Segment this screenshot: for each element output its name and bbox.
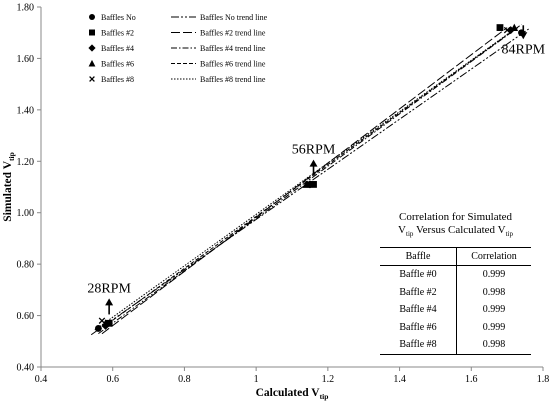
- cell-correlation: 0.999: [482, 304, 506, 316]
- y-tick-label: 1.00: [17, 208, 35, 219]
- legend-marker-x-stroke-b: [89, 76, 95, 82]
- cell-baffle: Baffle #2: [380, 283, 457, 302]
- plot-area: 0.4 0.6 0.8 1 1.2 1.4 1.6 1.8 0.40 0.60 0.80 1.00 1…: [17, 3, 550, 386]
- cell-baffle: Baffle #8: [380, 336, 457, 355]
- legend-marker-square: [89, 29, 95, 36]
- correlation-title-line1: Correlation for Simulated: [398, 211, 513, 223]
- y-tick-label: 0.80: [17, 260, 35, 271]
- correlation-table-panel: Correlation for Simulated Vtip Versus Ca…: [380, 211, 531, 355]
- data-points: [94, 23, 525, 332]
- legend-marker-x: [89, 76, 95, 82]
- down-arrow-head: [519, 32, 528, 40]
- legend: Baffles No Baffles No trend line Baffles #…: [88, 13, 268, 84]
- table-row: Baffle #2 0.998: [380, 283, 531, 302]
- x-tick-label: 1.8: [537, 374, 550, 385]
- header-baffle: Baffle: [380, 247, 457, 267]
- x-tick-label: 1.2: [322, 374, 335, 385]
- x-tick-label: 0.8: [178, 374, 191, 385]
- legend-marker-circle: [89, 14, 95, 20]
- table-row: Baffle #6 0.999: [380, 318, 531, 337]
- table-row: Baffle #4 0.999: [380, 301, 531, 319]
- legend-label: Baffles #8: [101, 75, 134, 84]
- data-point-x-stroke-b: [503, 26, 511, 34]
- up-arrow-head: [105, 298, 114, 306]
- legend-label: Baffles #6: [101, 60, 134, 69]
- cell-correlation: 0.999: [482, 269, 506, 281]
- header-correlation: Correlation: [456, 247, 531, 267]
- x-axis-title: Calculated Vtip: [256, 387, 329, 401]
- legend-trend-label: Baffles #6 trend line: [200, 60, 266, 69]
- cell-correlation: 0.999: [482, 321, 506, 333]
- data-point-x: [503, 26, 511, 34]
- data-point-x: [98, 317, 106, 324]
- legend-label: Baffles #2: [101, 29, 134, 38]
- cell-correlation: 0.998: [456, 336, 531, 355]
- rpm-label: 28RPM: [87, 281, 131, 296]
- x-tick-label: 1: [254, 374, 259, 385]
- rpm-label: 84RPM: [501, 42, 545, 57]
- data-point-x: [306, 181, 314, 188]
- correlation-title-sub2: tip: [505, 230, 513, 239]
- y-tick-label: 1.40: [17, 105, 35, 116]
- x-tick-label: 0.4: [35, 374, 48, 385]
- data-point-x-stroke-b: [306, 181, 314, 188]
- legend-trend-label: Baffles No trend line: [200, 13, 268, 22]
- data-point-square: [105, 319, 113, 327]
- trend-line: [98, 24, 522, 332]
- correlation-title-sub1: tip: [406, 230, 414, 239]
- correlation-header-row: Baffle Correlation: [380, 247, 531, 267]
- cell-baffle: Baffle #4: [380, 301, 457, 319]
- data-point-triangle: [101, 319, 110, 327]
- x-tick-label: 1.6: [465, 374, 478, 385]
- legend-marker-triangle: [88, 59, 96, 67]
- y-tick-label: 1.60: [17, 54, 35, 65]
- correlation-table: Baffle Correlation Baffle #0 0.999 Baffle…: [380, 247, 531, 355]
- up-arrow-head: [309, 159, 318, 167]
- y-tick-label: 1.20: [17, 157, 35, 168]
- data-point-x-stroke-b: [98, 317, 106, 324]
- rpm-label: 56RPM: [292, 143, 336, 158]
- x-ticks: 0.4 0.6 0.8 1 1.2 1.4 1.6 1.8: [35, 367, 550, 385]
- correlation-title-v1: V: [398, 224, 406, 236]
- cell-baffle: Baffle #0: [380, 265, 457, 284]
- table-row: Baffle #0 0.999: [380, 265, 531, 284]
- y-ticks: 0.40 0.60 0.80 1.00 1.20 1.40 1.60 1.80: [17, 3, 41, 374]
- legend-marker-diamond: [88, 44, 96, 52]
- data-point-circle: [94, 325, 102, 332]
- y-tick-label: 1.80: [17, 3, 35, 14]
- x-tick-label: 1.4: [393, 374, 406, 385]
- y-tick-label: 0.40: [17, 363, 35, 374]
- legend-trend-label: Baffles #8 trend line: [200, 75, 266, 84]
- legend-label: Baffles #4: [101, 44, 134, 53]
- legend-trend-label: Baffles #2 trend line: [200, 29, 266, 38]
- trend-line: [94, 28, 515, 331]
- data-point-triangle: [510, 23, 519, 31]
- table-row: Baffle #8 0.998: [380, 336, 531, 355]
- x-tick-label: 0.6: [106, 374, 119, 385]
- cell-correlation: 0.998: [482, 286, 506, 298]
- cell-baffle: Baffle #6: [380, 318, 457, 337]
- trend-line: [101, 27, 508, 335]
- data-point-square: [496, 24, 504, 31]
- annotations: 28RPM 56RPM 84RPM: [87, 25, 546, 315]
- y-axis-title: Simulated Vtip: [2, 152, 16, 222]
- correlation-title-line2: Versus Calculated V: [413, 224, 506, 236]
- y-tick-label: 0.60: [17, 311, 35, 322]
- legend-label: Baffles No: [101, 13, 136, 22]
- correlation-table-title: Correlation for Simulated Vtip Versus Ca…: [380, 211, 531, 241]
- legend-trend-label: Baffles #4 trend line: [200, 44, 266, 53]
